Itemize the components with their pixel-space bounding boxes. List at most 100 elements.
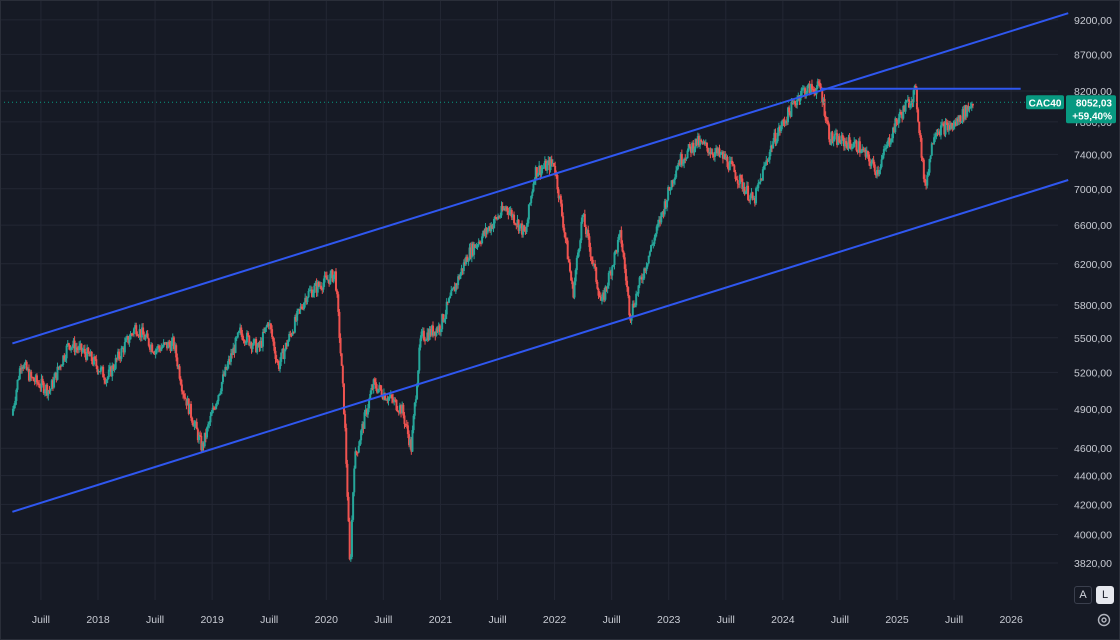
candle-body (898, 111, 901, 118)
candle-body (135, 325, 138, 335)
candle-body (502, 208, 505, 211)
candle-body (385, 399, 388, 401)
candle-body (735, 178, 738, 181)
candle-body (681, 163, 684, 165)
candle-body (523, 225, 526, 231)
candle-body (519, 223, 522, 225)
candle-body (533, 180, 536, 184)
candle-body (113, 368, 116, 370)
candle-body (427, 332, 430, 340)
x-tick-label: Juill (32, 614, 50, 626)
candle-body (103, 377, 106, 381)
candle-body (874, 171, 877, 176)
candle-body (781, 120, 784, 127)
candle-body (233, 347, 236, 353)
candle-body (861, 148, 864, 153)
candle-body (727, 166, 730, 171)
candle-body (269, 323, 272, 330)
candle-body (675, 170, 678, 178)
x-tick-label: Juill (945, 614, 963, 626)
candle-body (557, 189, 560, 199)
candle-body (508, 211, 511, 215)
candle-body (823, 98, 826, 116)
channel-lower-line (12, 179, 1069, 513)
candle-body (437, 325, 440, 332)
candle-body (694, 138, 697, 149)
gear-icon[interactable] (1096, 612, 1112, 628)
candle-body (813, 89, 816, 93)
candle-body (449, 295, 452, 299)
candle-body (969, 107, 972, 109)
candle-body (884, 148, 887, 150)
candle-body (35, 375, 38, 383)
candle-body (306, 297, 309, 303)
candle-body (693, 148, 696, 153)
candle-body (55, 372, 58, 380)
candle-body (580, 221, 583, 241)
candle-body (941, 123, 944, 126)
candle-body (500, 205, 503, 216)
candle-body (816, 81, 819, 88)
candle-body (428, 329, 431, 340)
candle-body (421, 330, 424, 332)
candle-body (73, 340, 76, 353)
candle-body (24, 361, 27, 364)
candle-body (971, 103, 974, 106)
candle-body (111, 365, 114, 377)
candle-body (408, 434, 411, 446)
candle-body (404, 424, 407, 426)
candle-body (477, 241, 480, 246)
candle-body (450, 290, 453, 296)
candle-body (549, 159, 552, 171)
log-scale-button[interactable]: L (1096, 586, 1114, 604)
candle-body (516, 219, 519, 225)
candle-body (380, 389, 383, 396)
candle-body (267, 323, 270, 327)
candle-body (671, 180, 674, 184)
candle-body (281, 348, 284, 353)
candle-body (865, 151, 868, 157)
candle-body (646, 263, 649, 267)
candle-body (130, 333, 133, 335)
candle-body (328, 279, 331, 284)
candle-body (530, 196, 533, 203)
candle-body (597, 288, 600, 296)
candle-body (831, 132, 834, 142)
candle-body (247, 332, 250, 336)
x-tick-label: 2021 (429, 614, 453, 626)
candle-body (263, 331, 266, 333)
candle-body (514, 223, 517, 225)
candle-body (507, 210, 510, 215)
candle-body (871, 159, 874, 163)
candle-body (701, 141, 704, 144)
candle-body (965, 105, 968, 117)
last-price-label: 8052,03 (1076, 98, 1113, 109)
candle-body (627, 287, 630, 296)
candle-body (960, 121, 963, 123)
candle-body (546, 163, 549, 171)
candle-body (350, 519, 353, 557)
candle-body (107, 369, 110, 378)
candle-body (933, 137, 936, 144)
candle-body (733, 165, 736, 173)
candle-body (637, 285, 640, 294)
candle-body (888, 138, 891, 145)
candle-body (745, 185, 748, 192)
x-tick-label: Juill (717, 614, 735, 626)
candle-body (607, 272, 610, 286)
candle-body (656, 223, 659, 227)
candle-body (957, 118, 960, 122)
candle-body (604, 286, 607, 300)
candle-body (872, 159, 875, 165)
candle-body (558, 195, 561, 199)
candle-body (75, 347, 78, 349)
candle-body (96, 366, 99, 373)
candle-body (907, 99, 910, 108)
candle-body (515, 223, 518, 225)
candle-body (397, 411, 400, 413)
auto-scale-button[interactable]: A (1074, 586, 1092, 604)
candle-body (94, 356, 97, 360)
candle-body (922, 159, 925, 179)
candle-body (521, 223, 524, 235)
